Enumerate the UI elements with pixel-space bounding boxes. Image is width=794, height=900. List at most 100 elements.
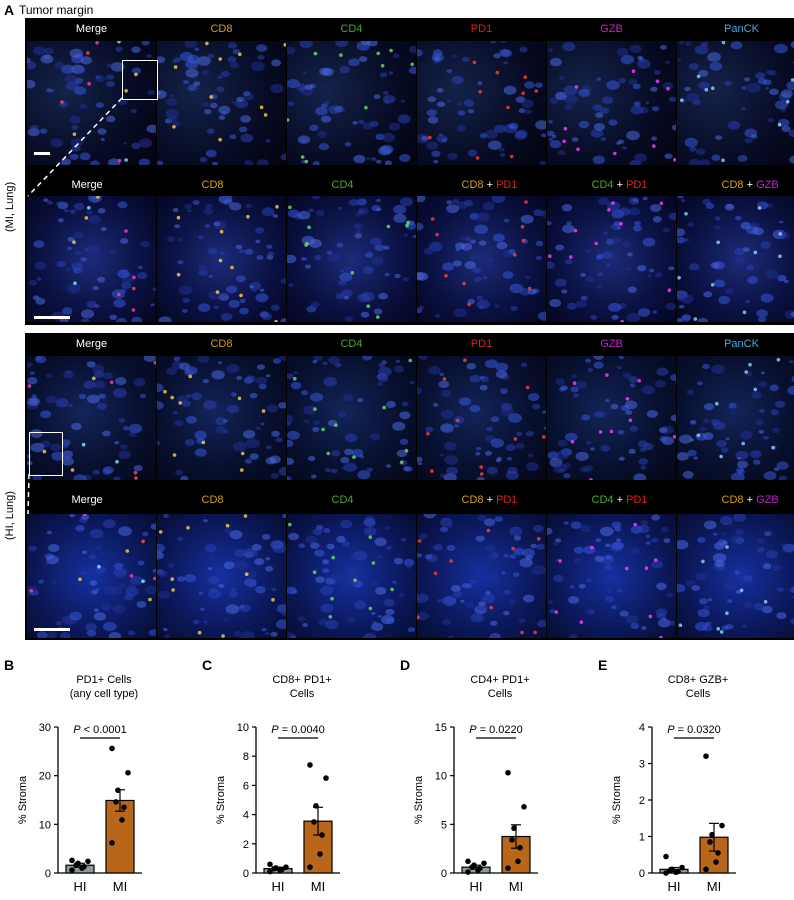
data-point-mi: [713, 859, 719, 865]
chart-title-line-0: PD1+ Cells: [76, 674, 132, 686]
hi-zoom-header-3: CD8 + PD1: [462, 494, 518, 506]
chart-title-line-0: CD8+ PD1+: [272, 674, 331, 686]
hi-zoom-header-5-marker-b: GZB: [756, 494, 779, 506]
hi-zoom-header-4-marker-b: PD1: [626, 494, 648, 506]
mi-zoom-header-2-marker-a: CD4: [331, 179, 354, 191]
chart-title-line-0: CD4+ PD1+: [470, 674, 529, 686]
hi-zoom-header-1-marker-a: CD8: [201, 494, 224, 506]
mi-inset-box: [122, 60, 158, 100]
y-tick-label: 10: [237, 722, 249, 734]
data-point-mi: [505, 769, 511, 776]
p-value: P = 0.0320: [667, 724, 721, 736]
mi-zoom-image-4: [547, 196, 676, 322]
hi-zoom-header-5-plus: +: [743, 494, 757, 506]
data-point-mi: [319, 832, 325, 838]
mi-zoom-header-3: CD8 + PD1: [462, 179, 518, 191]
hi-top-header-gzb: GZB: [600, 338, 623, 350]
chart-title-line-1: (any cell type): [70, 688, 138, 700]
mi-top-header-panck: PanCK: [724, 23, 759, 35]
hi-top-image-2: [287, 356, 416, 480]
mi-zoom-header-3-marker-b: PD1: [496, 179, 518, 191]
hi-zoom-header-5-marker-a: CD8: [721, 494, 744, 506]
data-point-mi: [115, 787, 121, 794]
mi-top-header-merge: Merge: [75, 23, 108, 35]
hi-zoom-header-2: CD4: [332, 494, 354, 506]
mi-zoom-header-5-plus: +: [743, 179, 757, 191]
y-tick-label: 2: [243, 839, 249, 851]
data-point-mi: [703, 866, 709, 873]
mi-zoom-header-0: Merge: [72, 179, 103, 191]
data-point-hi: [477, 865, 483, 871]
hi-zoom-header-0: Merge: [72, 494, 103, 506]
data-point-mi: [707, 839, 713, 845]
x-tick-label-mi: MI: [707, 879, 721, 894]
hi-zoom-header-5: CD8 + GZB: [722, 494, 779, 506]
data-point-mi: [709, 831, 715, 838]
chart-title-line-1: Cells: [488, 688, 513, 700]
y-tick-label: 4: [243, 810, 249, 822]
y-tick-label: 20: [39, 771, 51, 783]
y-tick-label: 3: [639, 759, 645, 771]
hi-zoom-header-4: CD4 + PD1: [592, 494, 648, 506]
mi-top-image-4: [547, 41, 676, 165]
hi-top-header-cd4: CD4: [340, 338, 363, 350]
chart-b: B PD1+ Cells (any cell type) 0 10 20 30 % Strom…: [2, 655, 198, 900]
data-point-mi: [109, 745, 115, 752]
mi-top-image-3: [417, 41, 546, 165]
mi-zoom-header-3-plus: +: [483, 179, 497, 191]
data-point-hi: [669, 866, 675, 873]
mi-zoom-header-5-marker-b: GZB: [756, 179, 779, 191]
y-tick-label: 15: [435, 722, 447, 734]
x-tick-label-hi: HI: [74, 879, 87, 894]
panel-letter-b: B: [4, 657, 15, 673]
mi-top-image-2: [287, 41, 416, 165]
y-tick-label: 0: [45, 868, 51, 880]
y-tick-label: 8: [243, 751, 249, 763]
mi-zoom-image-5: [677, 196, 794, 322]
y-tick-label: 6: [243, 780, 249, 792]
data-point-hi: [663, 870, 669, 876]
data-point-mi: [113, 799, 119, 805]
x-tick-label-hi: HI: [668, 879, 681, 894]
y-axis-label: % Stroma: [413, 775, 425, 824]
mi-top-header-cd8: CD8: [210, 23, 233, 35]
panel-letter-d: D: [400, 657, 411, 673]
chart-d: D CD4+ PD1+ Cells 0 5 10 15 % Stroma HI MI P = 0.0…: [398, 655, 594, 900]
mi-zoom-header-2: CD4: [332, 179, 354, 191]
data-point-hi: [675, 868, 681, 875]
data-point-hi: [267, 868, 273, 875]
chart-c: C CD8+ PD1+ Cells 0 2 4 6 8 10 % Stroma HI MI P = 0.…: [200, 655, 396, 900]
data-point-mi: [505, 865, 511, 871]
hi-top-image-0: [27, 356, 156, 480]
hi-inset-box: [29, 432, 63, 476]
mi-zoom-image-3: [417, 196, 546, 322]
mi-zoom-header-1-marker-a: CD8: [201, 179, 224, 191]
hi-zoom-header-row: Merge CD8 CD4 CD8 + PD1 CD4 + PD1 CD8 + GZB: [26, 490, 794, 512]
y-tick-label: 0: [639, 868, 645, 880]
mi-zoom-image-1: [157, 196, 286, 322]
data-point-hi: [465, 858, 471, 865]
x-tick-label-hi: HI: [470, 879, 483, 894]
chart-title-line-1: Cells: [290, 688, 315, 700]
data-point-hi: [283, 864, 289, 870]
y-tick-label: 4: [639, 722, 645, 734]
hi-top-image-1: [157, 356, 286, 480]
mi-zoom-header-1: CD8: [202, 179, 224, 191]
mi-zoom-image-0: [27, 196, 156, 322]
data-point-mi: [313, 803, 319, 809]
mi-zoom-image-2: [287, 196, 416, 322]
hi-top-header-row: Merge CD8 CD4 PD1 GZB PanCK: [26, 334, 794, 356]
y-axis-label: % Stroma: [215, 775, 227, 824]
chart-title-line-1: Cells: [686, 688, 711, 700]
data-point-mi: [121, 804, 127, 811]
data-point-mi: [109, 840, 115, 846]
x-tick-label-mi: MI: [113, 879, 127, 894]
hi-zoom-image-0: [27, 514, 156, 638]
panel-a-subtitle: Tumor margin: [19, 3, 94, 17]
hi-top-image-3: [417, 356, 546, 480]
hi-zoom-header-4-plus: +: [613, 494, 627, 506]
chart-e: E CD8+ GZB+ Cells 0 1 2 3 4 % Stroma HI MI P = 0.03…: [596, 655, 792, 900]
data-point-mi: [307, 762, 313, 768]
data-point-hi: [273, 865, 279, 871]
p-value: P = 0.0040: [271, 724, 325, 736]
